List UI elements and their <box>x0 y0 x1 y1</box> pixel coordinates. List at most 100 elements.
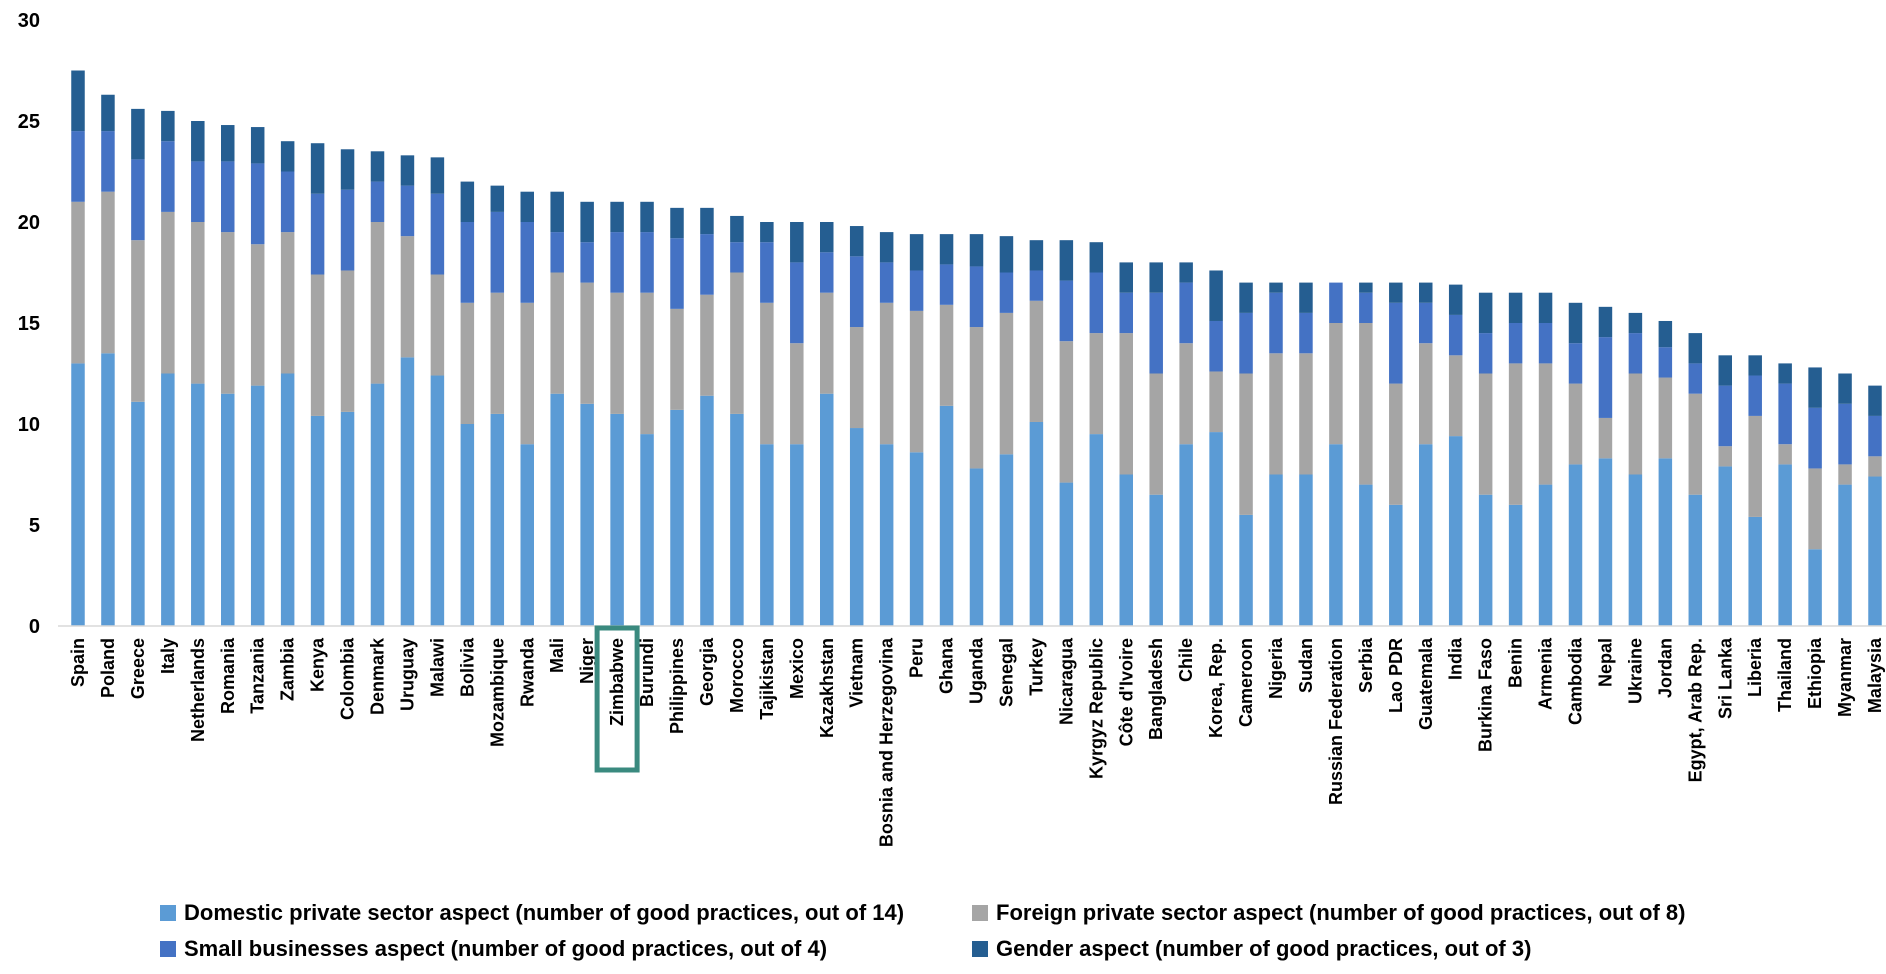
bar-segment <box>1419 302 1433 344</box>
bar-segment <box>1299 312 1313 354</box>
bar-segment <box>370 222 385 384</box>
bar-segment <box>610 201 624 233</box>
bar-segment <box>700 395 714 626</box>
x-tick-label: Zimbabwe <box>607 638 627 726</box>
x-tick-label: Liberia <box>1745 637 1765 697</box>
bar-segment <box>400 155 415 186</box>
bar-segment <box>460 424 475 626</box>
bar-segment <box>760 222 774 243</box>
bar-segment <box>1688 393 1703 495</box>
bar-segment <box>700 234 714 295</box>
bar-segment <box>580 282 594 404</box>
bar-segment <box>101 131 115 192</box>
bar-segment <box>490 185 505 212</box>
bar-segment <box>1269 474 1283 626</box>
bar-segment <box>550 232 564 273</box>
bar-segment <box>640 434 654 626</box>
bar-segment <box>1688 363 1703 394</box>
bar-segment <box>1628 333 1643 374</box>
y-tick-label: 20 <box>18 212 40 234</box>
x-tick-label: Bosnia and Herzegovina <box>877 637 897 847</box>
bar-segment <box>1838 464 1852 485</box>
bar-segment <box>71 201 85 364</box>
bar-segment <box>1269 282 1283 293</box>
bar-segment <box>760 444 774 626</box>
bar-segment <box>101 353 115 626</box>
bars <box>71 70 1882 626</box>
bar-segment <box>1239 312 1253 374</box>
x-tick-label: Mexico <box>787 638 807 699</box>
x-tick-label: Nicaragua <box>1056 637 1076 725</box>
bar-segment <box>1568 464 1583 626</box>
bar-segment <box>250 127 265 164</box>
bar-segment <box>1868 476 1882 626</box>
x-tick-label: Colombia <box>338 637 358 720</box>
x-tick-label: Côte d'Ivoire <box>1116 638 1136 746</box>
y-tick-label: 0 <box>29 616 40 638</box>
bar-segment <box>640 201 654 233</box>
bar-segment <box>1419 444 1433 626</box>
bar-segment <box>730 413 744 626</box>
x-tick-label: Peru <box>907 638 927 678</box>
x-tick-label: Jordan <box>1655 638 1675 698</box>
bar-segment <box>1598 417 1613 459</box>
bar-segment <box>340 411 355 626</box>
bar-segment <box>1299 353 1313 475</box>
bar-segment <box>550 393 564 626</box>
bar-segment <box>939 405 954 626</box>
bar-segment <box>1089 272 1104 334</box>
bar-segment <box>879 262 894 303</box>
bar-segment <box>1239 282 1253 313</box>
legend-label: Foreign private sector aspect (number of… <box>996 900 1686 925</box>
bar-segment <box>1658 458 1673 626</box>
y-tick-label: 10 <box>18 414 40 436</box>
bar-segment <box>790 262 804 344</box>
bar-segment <box>1718 466 1732 626</box>
bar-segment <box>969 266 984 328</box>
bar-segment <box>939 304 954 406</box>
bar-segment <box>1059 240 1074 281</box>
bar-segment <box>1688 333 1703 364</box>
bar-segment <box>1688 494 1703 626</box>
bar-segment <box>1628 474 1643 626</box>
y-tick-label: 5 <box>29 515 40 537</box>
bar-segment <box>1598 306 1613 338</box>
bar-segment <box>1808 468 1822 550</box>
bar-segment <box>1359 282 1373 293</box>
bar-segment <box>1359 323 1373 485</box>
bar-segment <box>610 413 624 626</box>
bar-segment <box>849 428 864 626</box>
bar-segment <box>879 444 894 626</box>
bar-segment <box>221 232 235 394</box>
bar-segment <box>191 161 205 222</box>
x-tick-label: Nigeria <box>1266 637 1286 699</box>
bar-segment <box>1538 292 1553 323</box>
bar-segment <box>430 274 445 376</box>
bar-segment <box>1089 434 1104 626</box>
legend-item: Foreign private sector aspect (number of… <box>972 900 1832 926</box>
bar-segment <box>161 373 175 626</box>
x-tick-label: Cambodia <box>1566 637 1586 725</box>
bar-segment <box>1808 549 1822 626</box>
bar-segment <box>1538 363 1553 485</box>
bar-segment <box>1658 347 1673 378</box>
stacked-bar-chart: 0 5 10 15 20 25 30 Spain Poland Greece Italy Nethe… <box>18 10 1886 847</box>
x-tick-label: Korea, Rep. <box>1206 638 1226 738</box>
bar-segment <box>310 415 325 626</box>
x-tick-label: Bolivia <box>457 637 477 697</box>
bar-segment <box>879 232 894 263</box>
bar-segment <box>1239 514 1253 626</box>
bar-segment <box>340 270 355 412</box>
bar-segment <box>221 125 235 162</box>
bar-segment <box>1448 284 1463 315</box>
bar-segment <box>191 222 205 384</box>
legend-swatch <box>160 905 176 921</box>
y-tick-label: 15 <box>18 313 40 335</box>
bar-segment <box>250 385 265 626</box>
bar-segment <box>400 185 415 237</box>
bar-segment <box>1478 494 1493 626</box>
bar-segment <box>340 149 355 190</box>
bar-segment <box>1718 355 1732 386</box>
bar-segment <box>1329 282 1343 323</box>
bar-segment <box>1149 494 1163 626</box>
